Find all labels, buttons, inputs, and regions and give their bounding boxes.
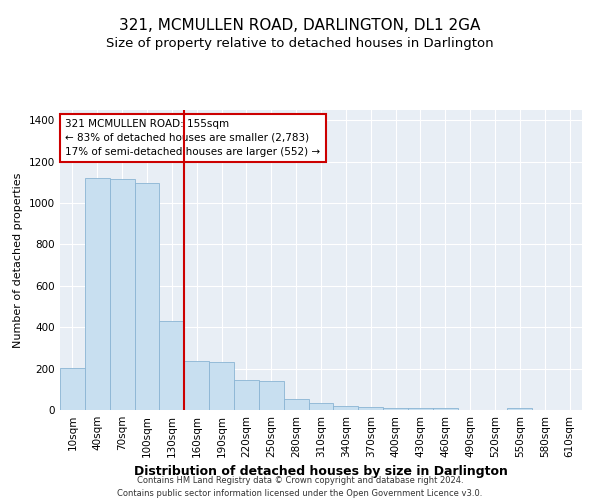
Text: Size of property relative to detached houses in Darlington: Size of property relative to detached ho…: [106, 38, 494, 51]
Text: 321 MCMULLEN ROAD: 155sqm
← 83% of detached houses are smaller (2,783)
17% of se: 321 MCMULLEN ROAD: 155sqm ← 83% of detac…: [65, 119, 320, 157]
Bar: [234, 380, 259, 410]
Bar: [508, 408, 532, 410]
Y-axis label: Number of detached properties: Number of detached properties: [13, 172, 23, 348]
Bar: [160, 321, 184, 410]
Bar: [209, 362, 234, 410]
Bar: [383, 408, 408, 410]
Bar: [184, 362, 209, 410]
Text: Contains HM Land Registry data © Crown copyright and database right 2024.
Contai: Contains HM Land Registry data © Crown c…: [118, 476, 482, 498]
Bar: [308, 403, 334, 410]
Bar: [110, 180, 134, 410]
Bar: [284, 398, 308, 410]
Bar: [433, 408, 458, 410]
Text: 321, MCMULLEN ROAD, DARLINGTON, DL1 2GA: 321, MCMULLEN ROAD, DARLINGTON, DL1 2GA: [119, 18, 481, 32]
Bar: [259, 381, 284, 410]
Bar: [60, 368, 85, 410]
Bar: [134, 184, 160, 410]
Bar: [408, 408, 433, 410]
X-axis label: Distribution of detached houses by size in Darlington: Distribution of detached houses by size …: [134, 465, 508, 478]
Bar: [334, 406, 358, 410]
Bar: [358, 407, 383, 410]
Bar: [85, 178, 110, 410]
